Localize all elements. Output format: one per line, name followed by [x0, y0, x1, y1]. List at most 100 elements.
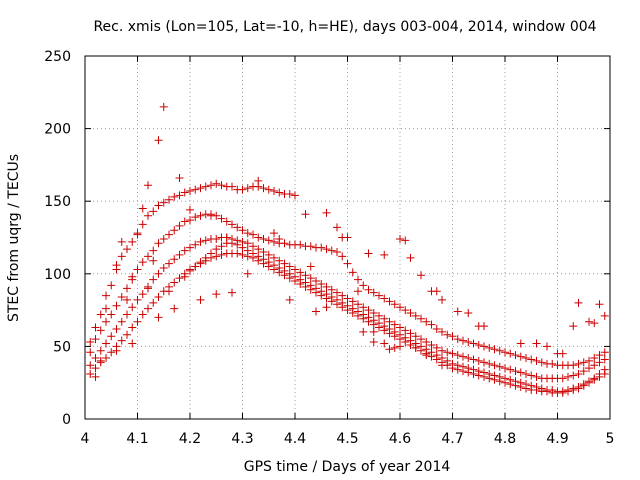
data-point [259, 234, 268, 243]
data-point [417, 271, 425, 280]
data-point [348, 297, 357, 306]
data-point [516, 368, 525, 377]
data-point [285, 269, 294, 278]
data-point [107, 310, 116, 319]
data-point [86, 338, 95, 347]
x-tick-label: 4.6 [389, 431, 411, 447]
axis-ticks: 4 4.1 4.2 4.3 4.4 4.5 4.6 4.7 4.8 4.9 505010015020… [44, 49, 614, 447]
data-point [154, 313, 163, 322]
y-tick-label: 150 [44, 194, 71, 210]
data-point [86, 348, 95, 357]
data-point [369, 316, 378, 325]
data-point [217, 242, 226, 251]
data-point [390, 327, 399, 336]
data-point [259, 184, 268, 193]
data-point [285, 262, 294, 271]
data-point [222, 217, 231, 226]
data-point [590, 374, 599, 383]
data-point [133, 230, 142, 239]
data-point [411, 332, 420, 341]
data-point [396, 303, 404, 312]
data-point [485, 359, 494, 368]
data-point [128, 323, 137, 332]
data-point [144, 304, 152, 313]
data-point [600, 365, 609, 374]
data-point [102, 317, 110, 326]
data-point [312, 284, 320, 293]
data-point [285, 189, 294, 198]
data-point [380, 250, 389, 259]
data-point [312, 307, 320, 316]
data-point [585, 377, 593, 386]
data-point [590, 361, 599, 370]
data-point [422, 338, 431, 347]
data-point [112, 324, 121, 333]
data-point [102, 354, 110, 363]
data-point [96, 310, 105, 319]
data-point [590, 319, 599, 328]
data-point [117, 336, 126, 345]
data-point [243, 239, 252, 248]
data-point [275, 234, 284, 243]
data-point [133, 265, 142, 274]
data-point [154, 269, 163, 278]
data-point [296, 240, 305, 249]
data-point [138, 310, 147, 319]
data-point [327, 246, 336, 255]
data-point [117, 293, 126, 302]
data-point [270, 261, 278, 270]
data-point [238, 243, 247, 252]
data-point [333, 223, 341, 232]
data-point [102, 339, 110, 348]
data-point [317, 279, 326, 288]
data-point [117, 317, 126, 326]
data-point [270, 253, 278, 262]
data-point [306, 281, 315, 290]
data-point [144, 211, 152, 220]
data-point [459, 336, 467, 345]
data-point [180, 217, 189, 226]
data-point [238, 250, 247, 259]
data-point [579, 367, 588, 376]
data-point [527, 381, 536, 390]
data-point [600, 311, 609, 320]
y-tick-label: 0 [62, 412, 71, 428]
data-point [275, 188, 284, 197]
data-point [144, 284, 152, 293]
data-point [595, 351, 604, 360]
data-point [537, 384, 546, 393]
data-point [485, 343, 494, 352]
data-point [91, 364, 100, 373]
data-point [448, 332, 457, 341]
data-point [102, 291, 110, 300]
data-point [238, 226, 247, 235]
data-point [264, 185, 273, 194]
data-point [196, 295, 205, 304]
data-point [354, 300, 362, 309]
data-point [159, 263, 168, 272]
data-point [600, 355, 609, 364]
data-point [564, 372, 572, 381]
data-point [96, 356, 105, 365]
data-point [558, 374, 567, 383]
data-point [501, 348, 509, 357]
data-point [117, 237, 126, 246]
data-point [585, 317, 593, 326]
data-point [280, 266, 289, 275]
data-point [270, 237, 278, 246]
data-point [480, 358, 488, 367]
data-point [558, 387, 567, 396]
data-point [170, 192, 179, 201]
data-point [196, 258, 205, 267]
data-point [123, 245, 131, 254]
data-point [385, 317, 394, 326]
data-point [243, 246, 252, 255]
data-point [228, 239, 236, 248]
data-point [280, 259, 289, 268]
data-point [411, 343, 420, 352]
y-tick-label: 250 [44, 49, 71, 65]
data-point [175, 250, 184, 259]
data-point [390, 343, 399, 352]
data-point [532, 383, 541, 392]
data-point [228, 182, 236, 191]
